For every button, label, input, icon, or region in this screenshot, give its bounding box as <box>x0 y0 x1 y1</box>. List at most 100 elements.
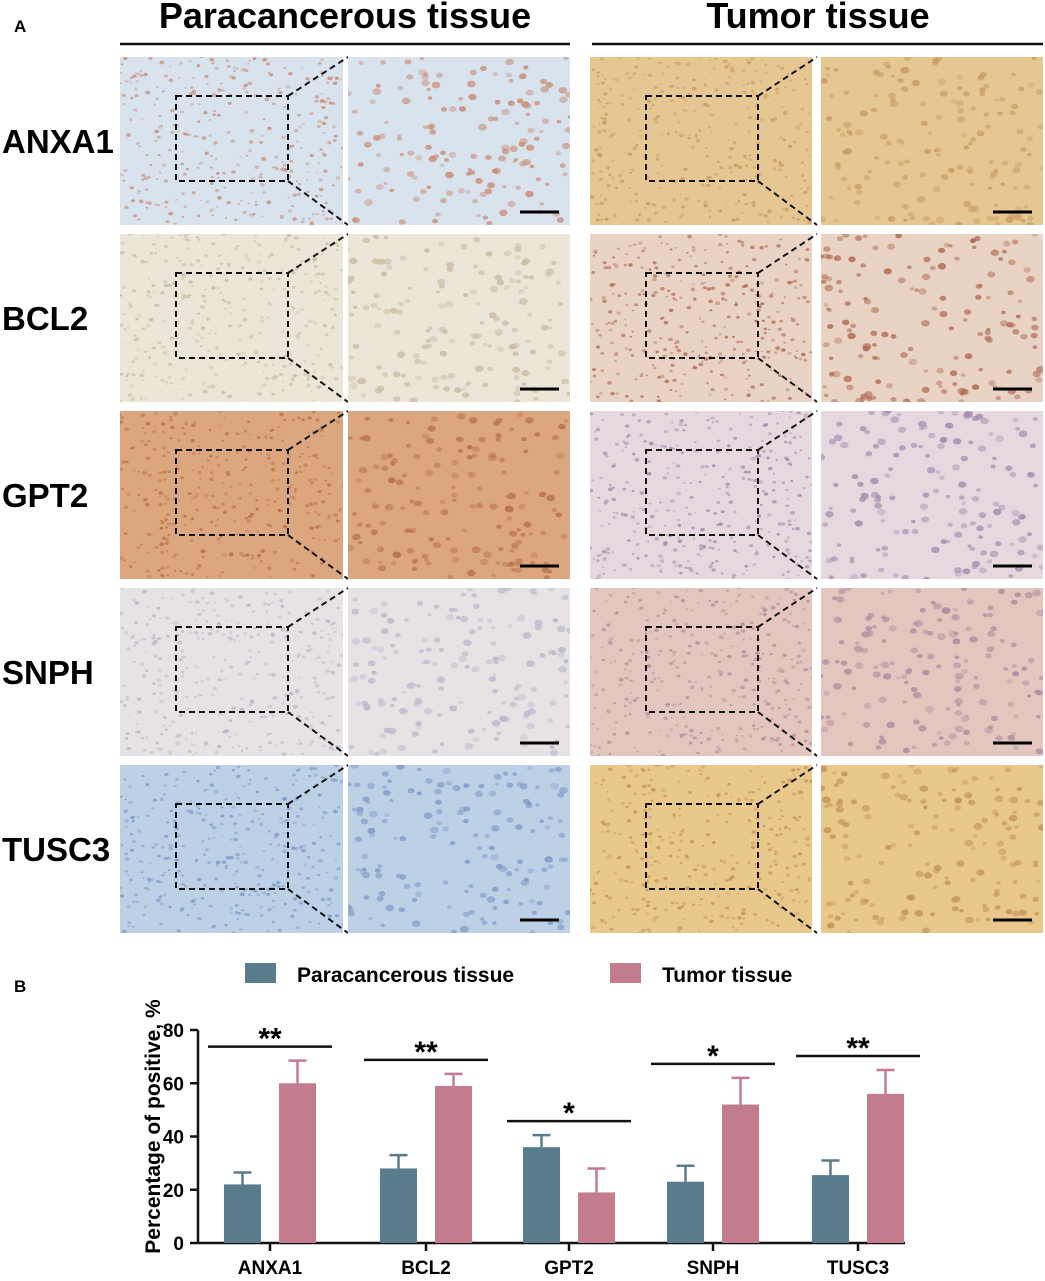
zoom-connector <box>287 180 349 226</box>
micrograph-row: BCL2 <box>2 233 1043 403</box>
zoom-connector <box>287 233 349 274</box>
row-label: SNPH <box>2 654 94 691</box>
group-title-tumor: Tumor tissue <box>706 0 929 36</box>
row-label: ANXA1 <box>2 123 114 160</box>
micrograph-magnified <box>348 765 570 933</box>
zoom-connector <box>287 410 349 451</box>
micrograph-overview <box>590 765 812 933</box>
y-tick-label: 80 <box>163 1021 184 1042</box>
micrograph-magnified <box>348 411 570 579</box>
legend-swatch <box>610 963 641 983</box>
zoom-connector <box>287 534 349 580</box>
region-of-interest-box <box>645 626 759 713</box>
row-label: TUSC3 <box>2 831 110 868</box>
micrograph-magnified <box>348 588 570 756</box>
micrograph-overview <box>590 588 812 756</box>
micrograph-magnified <box>821 765 1043 933</box>
region-of-interest-box <box>175 272 289 359</box>
significance-label: ** <box>414 1036 438 1069</box>
legend: Paracancerous tissue Tumor tissue <box>245 963 792 987</box>
group-title-paracancerous: Paracancerous tissue <box>159 0 531 36</box>
significance-label: ** <box>258 1023 282 1056</box>
zoom-connector <box>757 357 818 403</box>
bar <box>435 1085 472 1243</box>
micrograph-magnified <box>821 411 1043 579</box>
micrograph-row: TUSC3 <box>2 764 1043 934</box>
zoom-connector <box>287 357 349 403</box>
category-group: * SNPH <box>651 1040 775 1279</box>
bar <box>867 1093 904 1243</box>
legend-label: Tumor tissue <box>662 964 792 987</box>
micrograph-overview <box>120 57 343 225</box>
significance-label: ** <box>846 1032 870 1065</box>
zoom-connector <box>287 888 349 934</box>
bar <box>812 1175 849 1243</box>
y-tick-label: 40 <box>163 1128 184 1149</box>
significance-label: * <box>563 1097 575 1130</box>
region-of-interest-box <box>175 626 289 713</box>
zoom-connector <box>757 233 818 274</box>
x-tick-label: ANXA1 <box>238 1258 303 1279</box>
micrograph-overview <box>590 57 812 225</box>
zoom-connector <box>757 764 818 805</box>
x-tick-label: TUSC3 <box>827 1258 889 1279</box>
category-group: ** BCL2 <box>364 1036 488 1279</box>
micrograph-overview <box>120 234 343 402</box>
region-of-interest-box <box>175 803 289 890</box>
x-tick-label: GPT2 <box>544 1258 594 1279</box>
region-of-interest-box <box>175 449 289 536</box>
zoom-connector <box>287 56 349 97</box>
micrograph-row: GPT2 <box>2 410 1043 580</box>
zoom-connector <box>757 534 818 580</box>
bar <box>667 1181 704 1243</box>
y-axis-label: Percentage of positive, % <box>142 999 165 1254</box>
zoom-connector <box>287 764 349 805</box>
micrograph-overview <box>120 588 343 756</box>
zoom-connector <box>757 587 818 628</box>
row-label: BCL2 <box>2 300 88 337</box>
bar <box>578 1192 615 1243</box>
zoom-connector <box>757 888 818 934</box>
region-of-interest-box <box>175 95 289 182</box>
region-of-interest-box <box>645 95 759 182</box>
category-group: ** ANXA1 <box>208 1023 332 1279</box>
significance-label: * <box>707 1040 719 1073</box>
zoom-connector <box>757 410 818 451</box>
category-group: ** TUSC3 <box>796 1032 920 1279</box>
micrograph-overview <box>120 765 343 933</box>
micrograph-magnified <box>821 588 1043 756</box>
bar <box>279 1083 316 1243</box>
zoom-connector <box>287 587 349 628</box>
y-tick-label: 0 <box>173 1234 184 1255</box>
zoom-connector <box>287 711 349 757</box>
zoom-connector <box>757 180 818 226</box>
panel-b-label: B <box>14 977 26 996</box>
micrograph-row: ANXA1 <box>2 56 1043 226</box>
bar <box>523 1147 560 1243</box>
region-of-interest-box <box>645 272 759 359</box>
micrograph-grid: ANXA1 BCL2 GPT2 SNPH TUSC3 <box>2 56 1043 934</box>
micrograph-magnified <box>348 57 570 225</box>
region-of-interest-box <box>645 449 759 536</box>
legend-label: Paracancerous tissue <box>297 964 514 987</box>
zoom-connector <box>757 711 818 757</box>
micrograph-magnified <box>348 234 570 402</box>
row-label: GPT2 <box>2 477 88 514</box>
zoom-connector <box>757 56 818 97</box>
legend-swatch <box>245 963 276 983</box>
region-of-interest-box <box>645 803 759 890</box>
y-tick-label: 20 <box>163 1181 184 1202</box>
x-tick-label: BCL2 <box>401 1258 451 1279</box>
bar <box>722 1104 759 1243</box>
micrograph-row: SNPH <box>2 587 1043 757</box>
micrograph-magnified <box>821 57 1043 225</box>
micrograph-magnified <box>821 234 1043 402</box>
bar <box>380 1168 417 1243</box>
micrograph-overview <box>590 234 812 402</box>
y-tick-label: 60 <box>163 1074 184 1095</box>
bar <box>224 1184 261 1243</box>
category-group: * GPT2 <box>507 1097 631 1279</box>
panel-a-label: A <box>14 17 26 36</box>
